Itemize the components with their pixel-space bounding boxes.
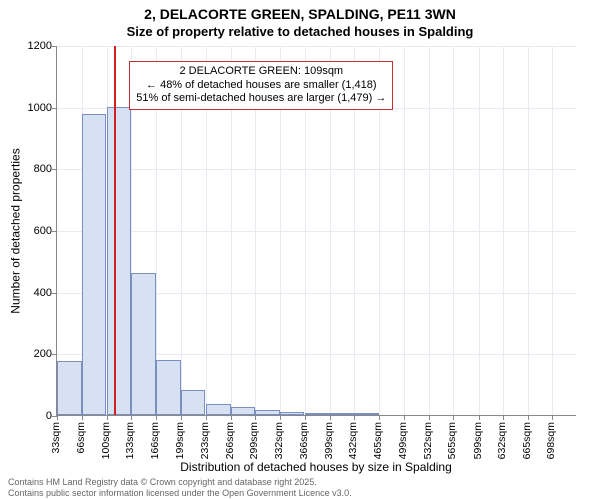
ytick-label: 200 [12,348,52,360]
xtick-mark [404,415,405,420]
ytick-mark [52,169,57,170]
xtick-mark [453,415,454,420]
histogram-bar [156,360,181,416]
xtick-mark [156,415,157,420]
histogram-bar [280,412,305,415]
page-title: 2, DELACORTE GREEN, SPALDING, PE11 3WN [0,6,600,22]
xtick-mark [82,415,83,420]
xtick-label: 33sqm [50,422,62,454]
ytick-label: 0 [12,410,52,422]
xtick-label: 233sqm [199,422,211,459]
gridline-horizontal [57,46,576,47]
xtick-mark [206,415,207,420]
xtick-mark [379,415,380,420]
xtick-label: 565sqm [446,422,458,459]
xtick-mark [131,415,132,420]
gridline-horizontal [57,169,576,170]
histogram-bar [354,413,379,415]
xtick-label: 499sqm [397,422,409,459]
histogram-bar [305,413,330,415]
ytick-label: 800 [12,163,52,175]
xtick-label: 66sqm [75,422,87,454]
gridline-vertical [552,46,553,415]
gridline-vertical [503,46,504,415]
xtick-label: 199sqm [174,422,186,459]
attribution-footer: Contains HM Land Registry data © Crown c… [8,477,592,498]
x-axis-label: Distribution of detached houses by size … [56,460,576,474]
xtick-label: 665sqm [521,422,533,459]
footer-line-2: Contains public sector information licen… [8,488,592,498]
page-subtitle: Size of property relative to detached ho… [0,24,600,39]
gridline-vertical [479,46,480,415]
xtick-label: 299sqm [248,422,260,459]
annotation-line: 2 DELACORTE GREEN: 109sqm [136,65,386,79]
ytick-mark [52,108,57,109]
xtick-label: 332sqm [273,422,285,459]
xtick-mark [255,415,256,420]
ytick-mark [52,46,57,47]
histogram-bar [57,361,82,415]
ytick-mark [52,231,57,232]
xtick-label: 266sqm [224,422,236,459]
xtick-label: 166sqm [149,422,161,459]
xtick-label: 698sqm [545,422,557,459]
xtick-mark [231,415,232,420]
ytick-label: 400 [12,287,52,299]
xtick-mark [429,415,430,420]
xtick-mark [330,415,331,420]
xtick-mark [107,415,108,420]
histogram-bar [131,273,156,415]
xtick-mark [503,415,504,420]
xtick-mark [181,415,182,420]
xtick-label: 599sqm [472,422,484,459]
gridline-vertical [429,46,430,415]
gridline-vertical [528,46,529,415]
xtick-mark [479,415,480,420]
chart-plot-area: 2 DELACORTE GREEN: 109sqm← 48% of detach… [56,46,576,416]
xtick-mark [552,415,553,420]
ytick-mark [52,293,57,294]
xtick-label: 133sqm [124,422,136,459]
property-marker-line [114,46,116,415]
histogram-bar [206,404,231,415]
xtick-label: 532sqm [422,422,434,459]
gridline-vertical [404,46,405,415]
histogram-bar [82,114,107,415]
annotation-line: ← 48% of detached houses are smaller (1,… [136,79,386,93]
xtick-label: 632sqm [496,422,508,459]
xtick-mark [528,415,529,420]
gridline-horizontal [57,231,576,232]
histogram-bar [330,413,355,415]
xtick-mark [57,415,58,420]
footer-line-1: Contains HM Land Registry data © Crown c… [8,477,592,487]
xtick-mark [305,415,306,420]
ytick-mark [52,354,57,355]
xtick-label: 465sqm [372,422,384,459]
gridline-vertical [453,46,454,415]
histogram-bar [231,407,256,415]
annotation-box: 2 DELACORTE GREEN: 109sqm← 48% of detach… [129,61,393,110]
histogram-bar [255,410,280,415]
xtick-label: 399sqm [323,422,335,459]
xtick-label: 432sqm [347,422,359,459]
xtick-mark [280,415,281,420]
annotation-line: 51% of semi-detached houses are larger (… [136,92,386,106]
ytick-label: 1000 [12,102,52,114]
histogram-bar [181,390,206,415]
ytick-label: 1200 [12,40,52,52]
ytick-label: 600 [12,225,52,237]
xtick-mark [354,415,355,420]
xtick-label: 366sqm [298,422,310,459]
histogram-bar [107,107,132,415]
xtick-label: 100sqm [100,422,112,459]
